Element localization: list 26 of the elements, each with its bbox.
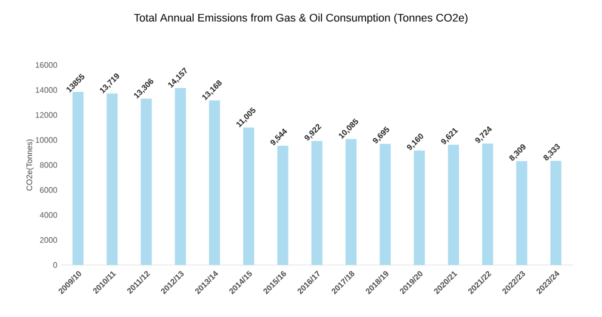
chart-title: Total Annual Emissions from Gas & Oil Consumption (Tonnes CO2e) (134, 14, 468, 24)
y-tick-label: 2000 (40, 237, 58, 243)
y-axis-title: CO2e(Tonnes) (26, 139, 34, 191)
y-tick-label: 8000 (40, 162, 58, 168)
bar (140, 98, 152, 265)
bar (277, 146, 288, 265)
bar (448, 144, 459, 265)
y-tick-label: 14000 (36, 87, 58, 93)
bar (380, 144, 391, 265)
y-tick-label: 16000 (36, 62, 58, 68)
bar (516, 161, 528, 265)
bar (106, 94, 118, 265)
y-tick-label: 0 (53, 262, 58, 268)
bar (311, 140, 322, 265)
bar (209, 100, 220, 265)
y-tick-label: 10000 (36, 137, 58, 143)
bar (243, 127, 254, 265)
bar (174, 88, 186, 265)
bar (72, 92, 84, 265)
y-tick-label: 12000 (36, 112, 58, 118)
bar (346, 138, 357, 265)
bar (482, 143, 494, 265)
bar (414, 150, 425, 265)
y-tick-label: 6000 (40, 187, 58, 193)
y-tick-label: 4000 (40, 212, 58, 218)
bar (550, 160, 562, 265)
